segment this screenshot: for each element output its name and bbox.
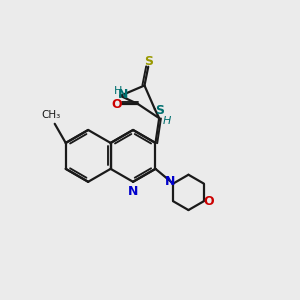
Text: S: S (144, 55, 153, 68)
Text: CH₃: CH₃ (42, 110, 61, 120)
Text: N: N (118, 88, 128, 101)
Text: H: H (162, 116, 171, 126)
Text: N: N (128, 185, 138, 198)
Text: O: O (204, 195, 214, 208)
Text: O: O (111, 98, 122, 110)
Text: N: N (164, 175, 175, 188)
Text: S: S (156, 104, 165, 117)
Text: H: H (114, 85, 122, 95)
